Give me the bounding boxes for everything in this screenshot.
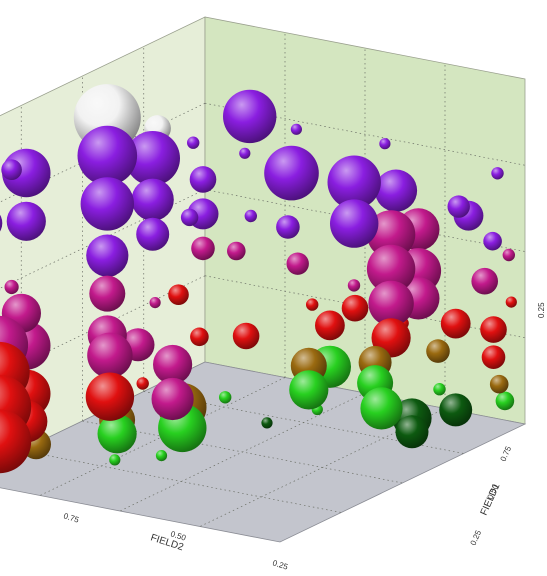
x-tick-label: 0.25 bbox=[271, 558, 289, 572]
bubble-point bbox=[244, 209, 257, 223]
bubble-point bbox=[341, 294, 369, 322]
bubble-point bbox=[86, 234, 129, 277]
y-axis-title: FIELD1 bbox=[479, 481, 503, 517]
bubble-point bbox=[153, 344, 193, 385]
bubble-point bbox=[187, 136, 200, 149]
bubble-point bbox=[306, 298, 319, 311]
bubble-point bbox=[315, 310, 345, 341]
bubble-point bbox=[85, 372, 135, 421]
z-tick-label: 0.25 bbox=[537, 302, 546, 318]
bubble-point bbox=[483, 231, 502, 251]
bubble-point bbox=[155, 450, 168, 462]
bubble-point bbox=[471, 267, 499, 295]
bubble-point bbox=[433, 383, 446, 396]
bubble-point bbox=[502, 248, 515, 262]
bubble-point bbox=[189, 166, 217, 193]
bubble-point bbox=[136, 217, 170, 251]
bubble-point bbox=[149, 297, 161, 309]
bubble-point bbox=[97, 414, 137, 454]
bubble-point bbox=[219, 391, 232, 404]
gridline bbox=[21, 450, 342, 513]
bubble-point bbox=[109, 454, 121, 466]
bubble-point bbox=[0, 409, 32, 474]
bubble-point bbox=[227, 241, 246, 261]
bubble-point bbox=[1, 159, 22, 180]
bubble-point bbox=[290, 123, 302, 135]
bubble-point bbox=[286, 252, 309, 275]
bubble-point bbox=[447, 195, 470, 218]
bubble-point bbox=[168, 284, 189, 306]
bubble-point bbox=[360, 387, 403, 430]
bubble-point bbox=[223, 89, 277, 144]
bubble-point bbox=[4, 279, 19, 295]
bubble-point bbox=[495, 391, 515, 411]
gridline bbox=[119, 392, 366, 512]
bubble-point bbox=[136, 377, 149, 390]
bubble-point bbox=[395, 415, 429, 449]
bubble-point bbox=[366, 210, 416, 259]
bubble-point bbox=[87, 332, 133, 378]
bubble-point bbox=[151, 377, 194, 421]
bubble-point bbox=[6, 201, 46, 241]
bubble-point bbox=[491, 167, 504, 180]
bubble-point bbox=[426, 339, 450, 363]
y-tick-label: 0.25 bbox=[469, 528, 484, 546]
bubble-point bbox=[239, 147, 251, 159]
bubble-point bbox=[489, 374, 509, 394]
bubble-point bbox=[481, 345, 506, 370]
bubble-point bbox=[289, 370, 329, 410]
bubble-point bbox=[191, 236, 215, 261]
bubble-point bbox=[77, 125, 138, 186]
x-tick-label: 0.75 bbox=[62, 511, 80, 525]
bubble-point bbox=[366, 244, 416, 294]
bubble-point bbox=[89, 275, 126, 312]
bubble-point bbox=[440, 308, 471, 339]
bubble-point bbox=[80, 177, 134, 231]
bubble-point bbox=[232, 322, 260, 350]
bubble-point bbox=[125, 131, 180, 186]
bubble-point bbox=[379, 138, 391, 150]
bubble-point bbox=[131, 178, 174, 221]
bubble-point bbox=[0, 214, 3, 232]
y-tick-label: 0.75 bbox=[499, 444, 514, 462]
bubble-point bbox=[264, 145, 319, 201]
bubble-point bbox=[330, 199, 379, 248]
bubble-point bbox=[327, 155, 381, 209]
bubble-point bbox=[276, 215, 300, 239]
bubble-point bbox=[190, 327, 209, 347]
bubble-point bbox=[505, 296, 517, 308]
bubble-point bbox=[261, 417, 273, 429]
bubble-point bbox=[180, 208, 199, 227]
bubble-point bbox=[368, 280, 414, 327]
bubble-point bbox=[439, 393, 473, 427]
bubble-point bbox=[347, 279, 361, 292]
bubble-series bbox=[0, 84, 517, 474]
bubble-point bbox=[480, 316, 507, 343]
bubble-point bbox=[374, 169, 418, 212]
